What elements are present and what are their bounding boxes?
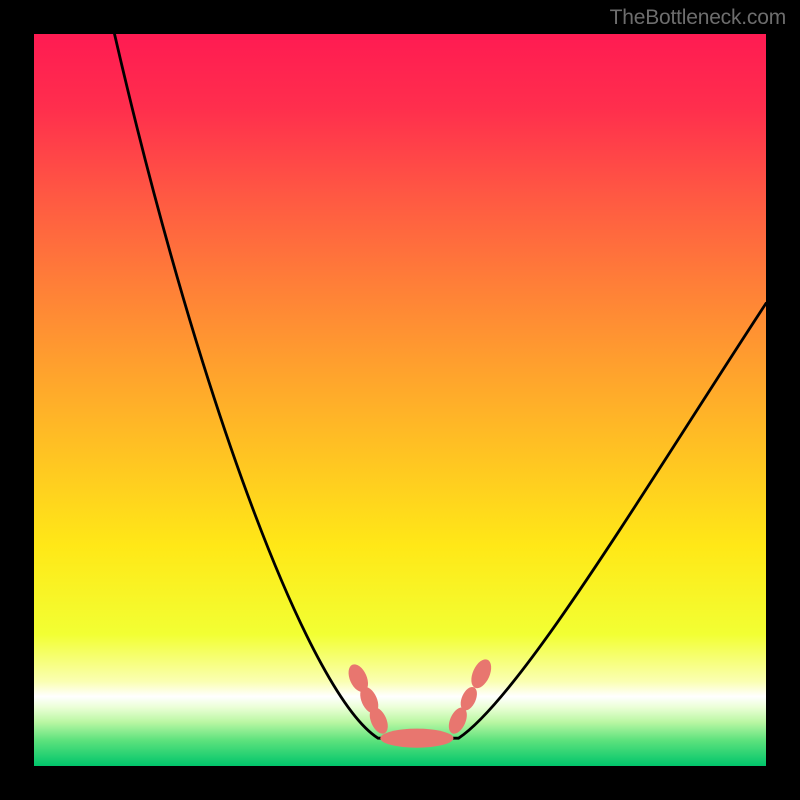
watermark-text: TheBottleneck.com [610, 6, 786, 30]
bead-marker [380, 729, 453, 748]
plot-area [34, 34, 766, 766]
chart-frame: TheBottleneck.com [0, 0, 800, 800]
v-curve-path [115, 34, 766, 738]
bead-marker [467, 656, 495, 691]
v-curve-svg [34, 34, 766, 766]
